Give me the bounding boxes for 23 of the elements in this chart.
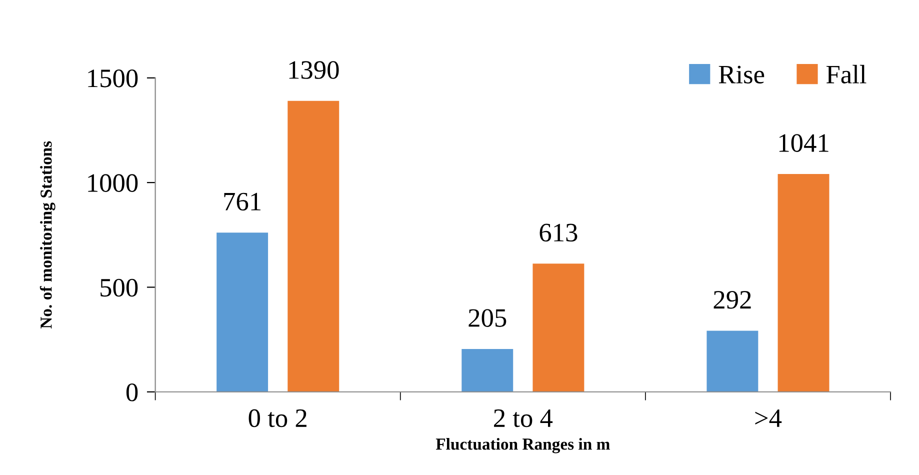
y-tick-label: 0	[126, 383, 138, 402]
x-tick-label: 0 to 2	[248, 409, 306, 428]
legend-label: Rise	[718, 66, 764, 84]
x-tick-label: 2 to 4	[494, 409, 553, 428]
x-tick-label: >4	[755, 409, 782, 427]
data-label: 761	[224, 192, 261, 211]
y-tick-label: 1500	[88, 70, 138, 88]
bar	[778, 174, 830, 392]
legend-label: Fall	[826, 64, 866, 84]
bar	[216, 232, 268, 392]
bar	[706, 330, 758, 392]
data-label: 1390	[289, 61, 339, 79]
data-label: 205	[468, 309, 506, 327]
y-axis-title: No. of monitoring Stations	[40, 141, 56, 329]
y-tick-label: 500	[100, 278, 138, 297]
bar	[288, 100, 340, 392]
data-label: 613	[540, 224, 578, 242]
data-label: 1041	[779, 134, 828, 152]
y-tick-label: 1000	[88, 174, 138, 192]
bar	[462, 348, 514, 392]
data-label: 292	[714, 290, 751, 309]
bar	[532, 264, 584, 392]
x-axis-title: Fluctuation Ranges in m	[436, 438, 610, 454]
